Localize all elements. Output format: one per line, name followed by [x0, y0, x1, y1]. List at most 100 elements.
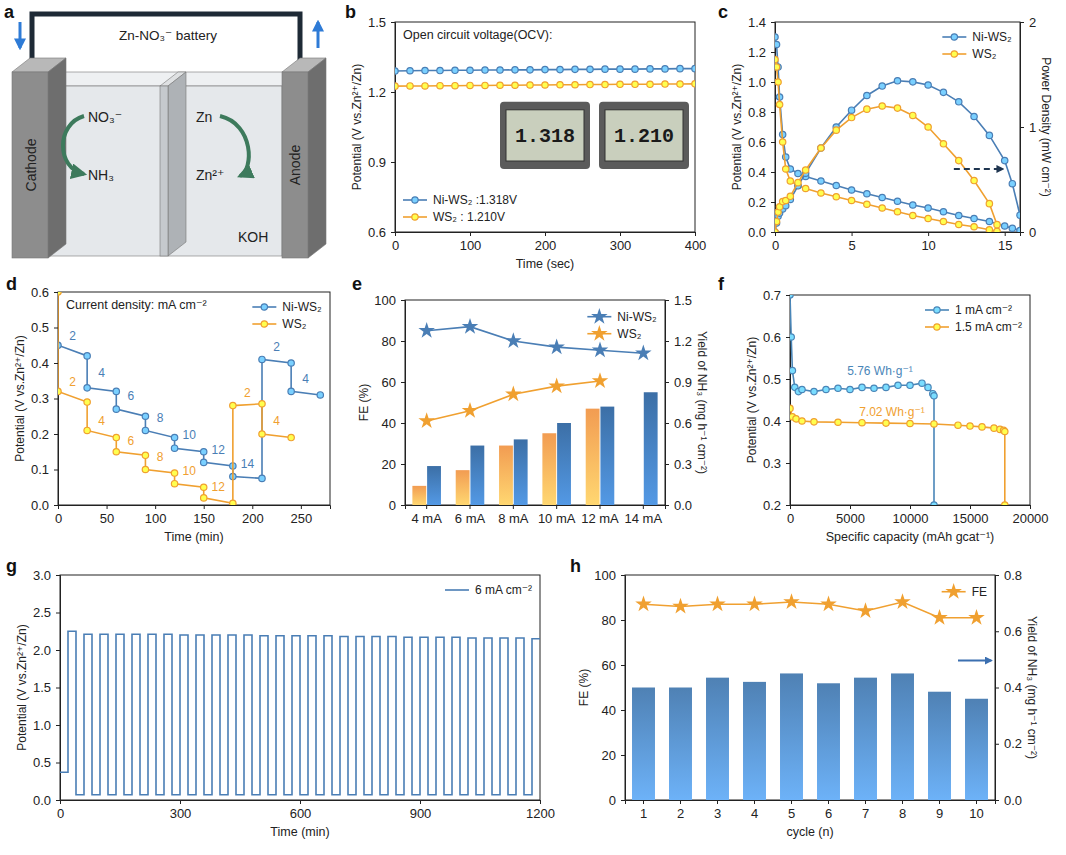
tick: 0.5: [31, 320, 58, 335]
tick: 0: [55, 505, 62, 526]
point: [879, 83, 885, 89]
legend-marker: [591, 308, 608, 324]
point: [142, 413, 148, 419]
point: [462, 402, 479, 418]
point: [859, 384, 865, 390]
tick-mark: [391, 162, 395, 163]
tick-mark: [556, 505, 557, 509]
tick: 6: [825, 800, 832, 821]
axis-left: 0.00.10.20.30.40.50.6: [31, 285, 59, 513]
tick: 300: [610, 232, 632, 253]
tick: 8 mA: [498, 505, 529, 526]
legend-item: FE: [942, 583, 987, 599]
plot-frame: [790, 295, 1030, 505]
tick-mark: [910, 505, 911, 509]
point: [572, 66, 578, 72]
point: [802, 185, 808, 191]
current-arrow: [317, 22, 320, 48]
axis-title: Time (sec): [516, 257, 575, 271]
bar-series: [412, 409, 599, 505]
tick-label: 0: [389, 498, 396, 513]
tick-mark: [680, 800, 681, 804]
legend-item: 1.5 mA cm⁻²: [925, 320, 1022, 334]
point: [171, 434, 177, 440]
tick-label: 40: [382, 416, 396, 431]
point: [956, 99, 962, 105]
legend-label: 1.5 mA cm⁻²: [955, 320, 1022, 334]
tick: 15: [998, 232, 1012, 253]
point: [986, 218, 992, 224]
tick-label: 9: [936, 806, 943, 821]
point: [971, 215, 977, 221]
plot-frame: [395, 22, 695, 232]
panel-letter: a: [4, 2, 15, 22]
point: [931, 502, 937, 505]
tick-label: 100: [145, 511, 167, 526]
tick: 0: [1020, 225, 1036, 240]
tick: 15000: [952, 505, 988, 526]
panel: 123456789100204060801000.00.20.40.60.8FE…: [577, 568, 1039, 840]
tick: 2.5: [33, 605, 60, 620]
point: [557, 66, 563, 72]
tick: 1.0: [748, 75, 775, 90]
tick-label: 0.6: [748, 135, 766, 150]
legend: Ni-WS₂WS₂: [252, 300, 322, 331]
annotation: 2: [273, 340, 280, 354]
tick-label: 1.2: [748, 45, 766, 60]
meter-screen: [605, 110, 683, 161]
tick-mark: [621, 710, 625, 711]
axis-title: Potential (V vs.Zn²⁺/Zn): [745, 337, 759, 463]
line: [644, 602, 977, 618]
point: [931, 421, 937, 427]
annotation: 4: [273, 414, 280, 428]
point: [512, 82, 518, 88]
tick-mark: [420, 800, 421, 804]
tick-mark: [786, 295, 790, 296]
tick: 5: [788, 800, 795, 821]
axis-line: [776, 233, 1021, 237]
point: [418, 412, 435, 428]
panel-letter: b: [345, 2, 356, 22]
tick: 0: [772, 232, 779, 253]
bar: [514, 439, 528, 505]
legend-item: 1 mA cm⁻²: [925, 303, 1012, 317]
tick: 0.8: [748, 105, 775, 120]
point: [113, 449, 119, 455]
tick-mark: [995, 688, 999, 689]
point: [919, 380, 925, 386]
point: [259, 475, 265, 481]
bar: [780, 673, 803, 800]
tick: 0: [609, 793, 625, 808]
axis-line: [391, 23, 396, 233]
cathode: [12, 58, 66, 258]
markers: [790, 405, 1008, 505]
point: [967, 423, 973, 429]
tick-mark: [791, 800, 792, 804]
tick-label: 1.5: [368, 15, 386, 30]
annotation: 4: [98, 366, 105, 380]
tick-mark: [401, 423, 405, 424]
plot-area: [412, 318, 657, 505]
legend-marker: [261, 304, 267, 310]
point: [113, 406, 119, 412]
tick: 7: [862, 800, 869, 821]
point: [883, 384, 889, 390]
point: [587, 81, 593, 87]
axis-left: 020406080100: [594, 568, 625, 808]
membrane-side: [168, 72, 186, 256]
point: [955, 422, 961, 428]
tick-label: 0.4: [1004, 680, 1022, 695]
point: [288, 360, 294, 366]
point: [847, 386, 853, 392]
tick-label: 1.2: [674, 334, 692, 349]
point: [994, 228, 1000, 232]
tick-label: 4 mA: [411, 511, 442, 526]
point: [505, 332, 522, 348]
panel: 0510150.00.20.40.60.81.01.21.4012Ni-WS₂W…: [730, 15, 1053, 254]
point: [940, 89, 946, 95]
point: [142, 427, 148, 433]
panel: 0501001502002500.00.10.20.30.40.50.6Curr…: [13, 285, 330, 545]
tick-mark: [939, 800, 940, 804]
tick: 1: [1020, 120, 1036, 135]
legend-marker: [945, 583, 962, 599]
